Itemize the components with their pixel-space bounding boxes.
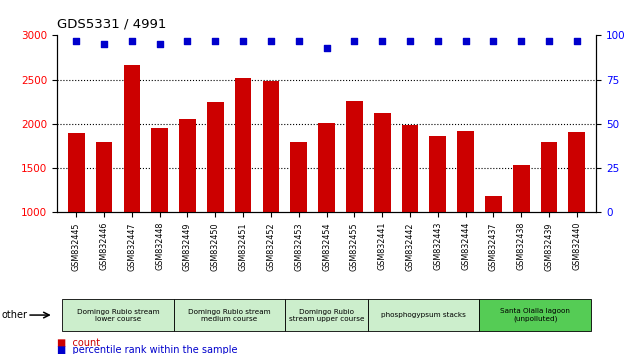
Bar [430,136,446,301]
Bar [151,128,168,301]
Point [210,38,220,44]
Point [266,38,276,44]
Bar [541,142,557,301]
Point [182,38,192,44]
Bar [290,143,307,301]
Bar [96,143,112,301]
Point [71,38,81,44]
Bar [318,123,335,301]
Point [405,38,415,44]
Point [322,45,332,51]
Point [350,38,360,44]
Bar [235,78,252,301]
Point [377,38,387,44]
Bar [569,132,585,301]
Text: GDS5331 / 4991: GDS5331 / 4991 [57,18,166,31]
Bar [207,102,223,301]
Point [293,38,304,44]
Point [99,41,109,47]
Bar [285,299,369,331]
Bar [513,165,529,301]
Point [155,41,165,47]
Point [238,38,248,44]
Bar [174,299,285,331]
Text: Domingo Rubio
stream upper course: Domingo Rubio stream upper course [289,309,364,321]
Text: other: other [2,310,28,320]
Bar [68,133,85,301]
Bar [369,299,480,331]
Text: phosphogypsum stacks: phosphogypsum stacks [381,312,466,318]
Text: Santa Olalla lagoon
(unpolluted): Santa Olalla lagoon (unpolluted) [500,308,570,322]
Bar [179,119,196,301]
Point [461,38,471,44]
Point [572,38,582,44]
Bar [62,299,174,331]
Point [127,38,137,44]
Point [544,38,554,44]
Text: ■  percentile rank within the sample: ■ percentile rank within the sample [57,346,237,354]
Bar [346,101,363,301]
Text: Domingo Rubio stream
medium course: Domingo Rubio stream medium course [188,309,271,321]
Bar [457,131,474,301]
Bar [485,196,502,301]
Bar [401,125,418,301]
Text: ■  count: ■ count [57,338,100,348]
Bar [374,113,391,301]
Point [516,38,526,44]
Text: Domingo Rubio stream
lower course: Domingo Rubio stream lower course [76,309,159,321]
Point [488,38,498,44]
Bar [480,299,591,331]
Point [433,38,443,44]
Bar [124,65,140,301]
Bar [262,81,280,301]
